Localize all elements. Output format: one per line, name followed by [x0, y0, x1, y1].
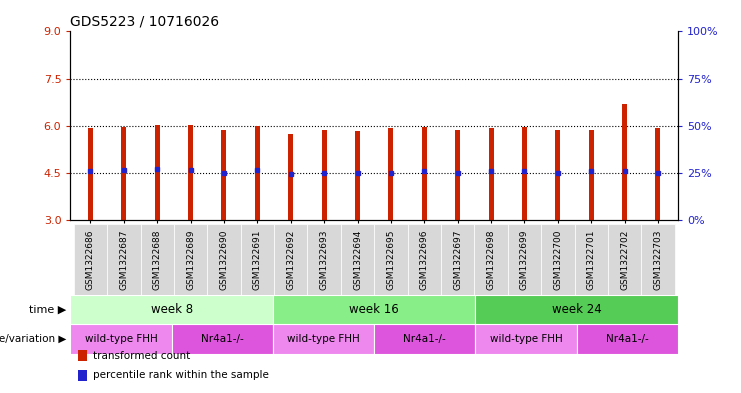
Bar: [374, 324, 476, 354]
FancyBboxPatch shape: [441, 224, 474, 295]
Bar: [188, 125, 193, 220]
FancyBboxPatch shape: [241, 224, 274, 295]
FancyBboxPatch shape: [141, 224, 174, 295]
FancyBboxPatch shape: [174, 224, 207, 295]
FancyBboxPatch shape: [608, 224, 641, 295]
FancyBboxPatch shape: [574, 224, 608, 295]
Bar: [273, 324, 374, 354]
Bar: [588, 130, 594, 220]
Text: transformed count: transformed count: [93, 351, 190, 361]
Bar: [88, 128, 93, 220]
Bar: [322, 130, 327, 220]
Text: wild-type FHH: wild-type FHH: [84, 334, 157, 344]
Text: GSM1322690: GSM1322690: [219, 230, 228, 290]
Text: GSM1322693: GSM1322693: [319, 230, 328, 290]
Bar: [555, 130, 560, 220]
FancyBboxPatch shape: [74, 224, 107, 295]
FancyBboxPatch shape: [374, 224, 408, 295]
Text: Nr4a1-/-: Nr4a1-/-: [606, 334, 649, 344]
Text: GSM1322701: GSM1322701: [587, 230, 596, 290]
Text: GSM1322698: GSM1322698: [487, 230, 496, 290]
FancyBboxPatch shape: [107, 224, 141, 295]
FancyBboxPatch shape: [541, 224, 574, 295]
Text: GSM1322702: GSM1322702: [620, 230, 629, 290]
Text: week 16: week 16: [349, 303, 399, 316]
Text: GSM1322689: GSM1322689: [186, 230, 195, 290]
FancyBboxPatch shape: [508, 224, 541, 295]
Bar: [255, 126, 260, 220]
Bar: [476, 295, 678, 324]
Bar: [355, 131, 360, 220]
Bar: [656, 128, 660, 220]
Text: GSM1322699: GSM1322699: [520, 230, 529, 290]
Text: GSM1322691: GSM1322691: [253, 230, 262, 290]
Text: GSM1322696: GSM1322696: [420, 230, 429, 290]
Text: GSM1322703: GSM1322703: [654, 230, 662, 290]
Text: GSM1322695: GSM1322695: [386, 230, 396, 290]
Bar: [70, 324, 172, 354]
Bar: [122, 127, 126, 220]
Text: week 24: week 24: [552, 303, 602, 316]
Text: wild-type FHH: wild-type FHH: [288, 334, 360, 344]
Bar: [622, 105, 627, 220]
Bar: [155, 125, 160, 220]
Text: week 8: week 8: [150, 303, 193, 316]
Text: wild-type FHH: wild-type FHH: [490, 334, 562, 344]
Text: GSM1322700: GSM1322700: [554, 230, 562, 290]
FancyBboxPatch shape: [308, 224, 341, 295]
Bar: [422, 127, 427, 220]
FancyBboxPatch shape: [341, 224, 374, 295]
Text: time ▶: time ▶: [30, 305, 67, 314]
Bar: [522, 127, 527, 220]
Bar: [476, 324, 576, 354]
FancyBboxPatch shape: [408, 224, 441, 295]
Bar: [576, 324, 678, 354]
Text: GSM1322688: GSM1322688: [153, 230, 162, 290]
Bar: [288, 134, 293, 220]
Bar: [455, 130, 460, 220]
Bar: [172, 324, 273, 354]
FancyBboxPatch shape: [207, 224, 241, 295]
Text: GSM1322694: GSM1322694: [353, 230, 362, 290]
Text: percentile rank within the sample: percentile rank within the sample: [93, 370, 268, 380]
Bar: [488, 128, 494, 220]
Text: GSM1322686: GSM1322686: [86, 230, 95, 290]
Text: GSM1322692: GSM1322692: [286, 230, 295, 290]
Text: genotype/variation ▶: genotype/variation ▶: [0, 334, 67, 344]
FancyBboxPatch shape: [474, 224, 508, 295]
Text: GDS5223 / 10716026: GDS5223 / 10716026: [70, 15, 219, 29]
Text: GSM1322687: GSM1322687: [119, 230, 128, 290]
Text: Nr4a1-/-: Nr4a1-/-: [403, 334, 446, 344]
Bar: [222, 130, 227, 220]
Text: Nr4a1-/-: Nr4a1-/-: [201, 334, 244, 344]
FancyBboxPatch shape: [274, 224, 308, 295]
Bar: [388, 128, 393, 220]
Text: GSM1322697: GSM1322697: [453, 230, 462, 290]
Bar: [70, 295, 273, 324]
Bar: [273, 295, 476, 324]
FancyBboxPatch shape: [641, 224, 674, 295]
